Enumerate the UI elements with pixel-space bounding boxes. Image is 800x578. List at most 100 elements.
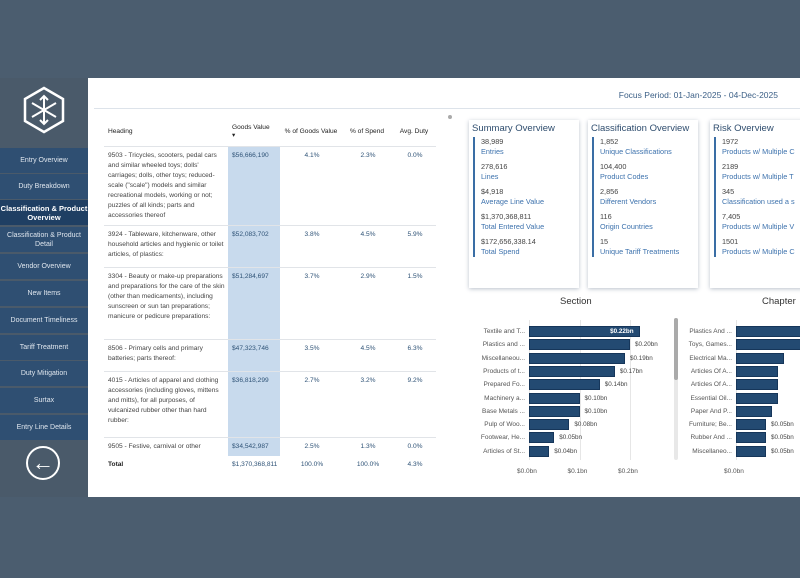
data-label: $0.08bn bbox=[574, 421, 598, 429]
back-button[interactable]: ← bbox=[26, 446, 60, 480]
category-label: Articles Of A... bbox=[690, 367, 732, 375]
col-heading[interactable]: Heading bbox=[108, 128, 133, 136]
pct-spend-cell: 3.2% bbox=[342, 370, 392, 437]
avg-duty-cell: 1.5% bbox=[392, 266, 436, 339]
table-row[interactable]: 3304 - Beauty or make-up preparations an… bbox=[104, 266, 436, 339]
table-row[interactable]: 4015 - Articles of apparel and clothing … bbox=[104, 370, 436, 437]
bar[interactable] bbox=[529, 379, 600, 391]
table-row[interactable]: 3924 - Tableware, kitchenware, other hou… bbox=[104, 224, 436, 267]
avg-duty-cell: 0.0% bbox=[392, 145, 436, 225]
focus-period: Focus Period: 01-Jan-2025 - 04-Dec-2025 bbox=[618, 90, 778, 100]
scrollbar-thumb[interactable] bbox=[674, 318, 678, 380]
bar[interactable] bbox=[736, 339, 800, 351]
category-label: Plastics and ... bbox=[482, 341, 525, 349]
bar[interactable] bbox=[736, 419, 766, 431]
sidebar-item[interactable]: New Items bbox=[0, 281, 88, 306]
bar[interactable] bbox=[529, 405, 580, 417]
card-title: Summary Overview bbox=[472, 123, 555, 134]
kpi-value: 345 bbox=[722, 187, 735, 196]
bar[interactable] bbox=[736, 445, 766, 457]
category-label: Essential Oil... bbox=[690, 394, 732, 402]
goods-value-cell: $47,323,746 bbox=[228, 338, 280, 371]
category-label: Toys, Games... bbox=[688, 341, 732, 349]
kpi-label: Product Codes bbox=[600, 172, 649, 181]
col-avg-duty[interactable]: Avg. Duty bbox=[399, 128, 429, 136]
sidebar-item[interactable]: Document Timeliness bbox=[0, 308, 88, 333]
sort-desc-icon: ▾ bbox=[232, 132, 236, 140]
data-label: $0.10bn bbox=[584, 394, 608, 402]
col-pct-goods[interactable]: % of Goods Value bbox=[284, 128, 338, 136]
arrow-left-circle-icon: ← bbox=[32, 450, 54, 475]
bar[interactable] bbox=[529, 432, 555, 444]
data-label: $0.04bn bbox=[554, 447, 577, 455]
card-title: Risk Overview bbox=[713, 123, 774, 134]
heading-cell: 9505 - Festive, carnival or other bbox=[104, 436, 228, 456]
goods-value-cell: $52,083,702 bbox=[228, 224, 280, 267]
kpi-label: Classification used a s bbox=[722, 197, 795, 206]
bar[interactable] bbox=[529, 352, 625, 364]
kpi-value: 2,856 bbox=[600, 187, 619, 196]
sidebar-item[interactable]: Entry Line Details bbox=[0, 415, 88, 440]
kpi-label: Products w/ Multiple C bbox=[722, 147, 795, 156]
visual-options-icon[interactable] bbox=[448, 115, 452, 119]
bar[interactable] bbox=[736, 392, 778, 404]
bar[interactable] bbox=[529, 445, 550, 457]
pct-goods-cell: 3.7% bbox=[280, 266, 342, 339]
kpi-value: 116 bbox=[600, 212, 612, 221]
category-label: Paper And P... bbox=[690, 407, 732, 415]
kpi-list: 38,989 Entries 278,616 Lines $4,918 Average L… bbox=[473, 137, 579, 257]
pct-goods-cell: 2.5% bbox=[280, 436, 342, 456]
sidebar-item[interactable]: Tariff Treatment bbox=[0, 335, 88, 360]
sidebar-item[interactable]: Duty Mitigation bbox=[0, 361, 88, 386]
table-row[interactable]: 9503 - Tricycles, scooters, pedal cars a… bbox=[104, 145, 436, 225]
heading-cell: 9503 - Tricycles, scooters, pedal cars a… bbox=[104, 145, 228, 225]
goods-value-cell: $51,284,697 bbox=[228, 266, 280, 339]
kpi-value: 38,989 bbox=[481, 137, 504, 146]
kpi-value: 2189 bbox=[722, 162, 739, 171]
total-cell: 4.3% bbox=[407, 460, 423, 468]
data-label: $0.05bn bbox=[771, 447, 794, 455]
chart-title: Chapter bbox=[762, 296, 796, 307]
kpi-label: Unique Tariff Treatments bbox=[600, 247, 680, 256]
kpi-value: 15 bbox=[600, 237, 609, 246]
category-label: Footwear, He... bbox=[480, 434, 525, 442]
goods-value-cell: $56,666,190 bbox=[228, 145, 280, 225]
bar[interactable] bbox=[736, 352, 784, 364]
kpi-label: Origin Countries bbox=[600, 222, 653, 231]
bar[interactable] bbox=[736, 405, 772, 417]
pct-spend-cell: 1.3% bbox=[342, 436, 392, 456]
table-row[interactable]: 8506 - Primary cells and primary batteri… bbox=[104, 338, 436, 371]
data-label: $0.22bn bbox=[610, 328, 634, 335]
bar[interactable] bbox=[736, 326, 800, 337]
x-tick: $0.0bn bbox=[517, 468, 537, 475]
sidebar-item[interactable]: Classification & Product Overview bbox=[0, 200, 88, 225]
data-label: $0.05bn bbox=[559, 434, 583, 442]
bar[interactable] bbox=[529, 392, 580, 404]
bar[interactable] bbox=[529, 419, 570, 431]
total-cell: $1,370,368,811 bbox=[232, 460, 278, 468]
kpi-value: 1,852 bbox=[600, 137, 619, 146]
total-cell: 100.0% bbox=[356, 460, 380, 468]
col-label: Goods Value bbox=[232, 124, 270, 132]
heading-cell: 3924 - Tableware, kitchenware, other hou… bbox=[104, 224, 228, 267]
bar[interactable] bbox=[736, 432, 766, 444]
sidebar-item[interactable]: Entry Overview bbox=[0, 148, 88, 173]
goods-value-cell: $36,818,299 bbox=[228, 370, 280, 437]
chart-scrollbar[interactable] bbox=[674, 318, 678, 460]
total-cell: 100.0% bbox=[300, 460, 324, 468]
bar[interactable] bbox=[529, 339, 630, 351]
sidebar-item[interactable]: Vendor Overview bbox=[0, 254, 88, 279]
col-pct-spend[interactable]: % of Spend bbox=[349, 128, 385, 136]
sidebar: Entry Overview Duty Breakdown Classificati… bbox=[0, 78, 88, 497]
col-goods-value[interactable]: Goods Value ▾ bbox=[228, 118, 280, 146]
bar[interactable] bbox=[736, 365, 778, 377]
bar[interactable] bbox=[736, 379, 778, 391]
bar[interactable] bbox=[529, 365, 615, 377]
heading-cell: 3304 - Beauty or make-up preparations an… bbox=[104, 266, 228, 339]
table-row[interactable]: 9505 - Festive, carnival or other $34,542… bbox=[104, 436, 436, 456]
total-cell: Total bbox=[108, 460, 124, 468]
sidebar-item[interactable]: Classification & Product Detail bbox=[0, 227, 88, 252]
sidebar-item[interactable]: Surtax bbox=[0, 388, 88, 413]
bar[interactable] bbox=[529, 326, 641, 337]
sidebar-item[interactable]: Duty Breakdown bbox=[0, 174, 88, 199]
